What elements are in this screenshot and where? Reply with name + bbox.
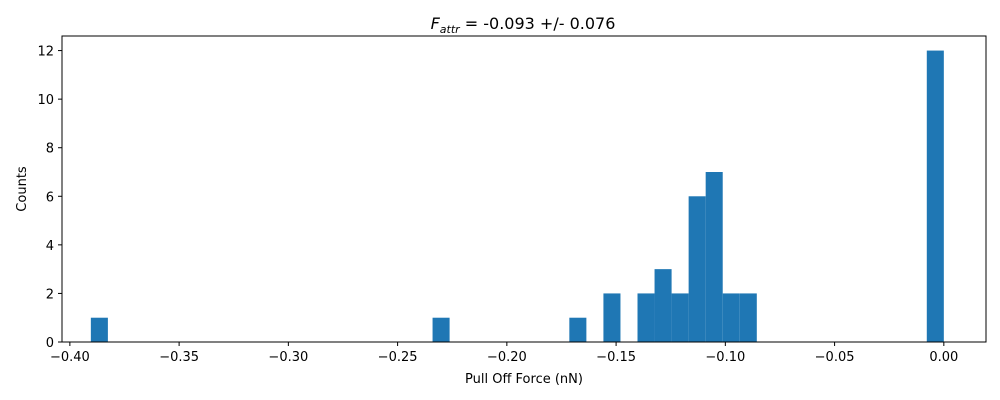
x-tick-label: −0.10 [705,350,745,365]
x-tick-label: −0.15 [596,350,636,365]
y-tick-label: 10 [37,93,54,108]
x-tick-label: −0.30 [268,350,308,365]
x-tick-label: −0.20 [487,350,527,365]
x-tick-label: 0.00 [929,350,958,365]
histogram-bar-11 [926,50,944,342]
histogram-bar-10 [739,293,757,342]
y-tick-label: 0 [46,336,54,351]
histogram-bar-8 [705,172,723,342]
y-tick-label: 12 [37,45,54,60]
histogram-bar-9 [722,293,740,342]
x-tick-label: −0.40 [50,350,90,365]
title-rest: = -0.093 +/- 0.076 [460,14,616,33]
chart-title: Fattr = -0.093 +/- 0.076 [431,14,616,36]
x-tick-label: −0.35 [159,350,199,365]
x-axis-ticks: −0.40 −0.35 −0.30 −0.25 −0.20 −0.15 −0.10 −0.05… [50,342,958,365]
histogram-bar-6 [671,293,689,342]
y-tick-label: 4 [46,239,54,254]
y-tick-label: 2 [46,287,54,302]
histogram-bar-0 [90,317,108,342]
histogram-bar-1 [432,317,450,342]
histogram-bar-3 [603,293,621,342]
histogram-bar-2 [569,317,587,342]
y-axis-label: Counts [15,166,30,212]
plot-frame [61,35,987,343]
x-tick-label: −0.25 [378,350,418,365]
title-subscript: attr [440,23,461,36]
histogram-bar-7 [688,196,706,342]
y-tick-label: 6 [46,190,54,205]
y-axis-ticks: 0 2 4 6 8 10 12 [37,45,62,351]
x-axis-label: Pull Off Force (nN) [465,372,583,387]
bars-group [90,50,944,342]
histogram-bar-4 [637,293,655,342]
y-tick-label: 8 [46,142,54,157]
title-symbol: F [431,14,441,33]
histogram-bar-5 [654,269,672,342]
x-tick-label: −0.05 [815,350,855,365]
